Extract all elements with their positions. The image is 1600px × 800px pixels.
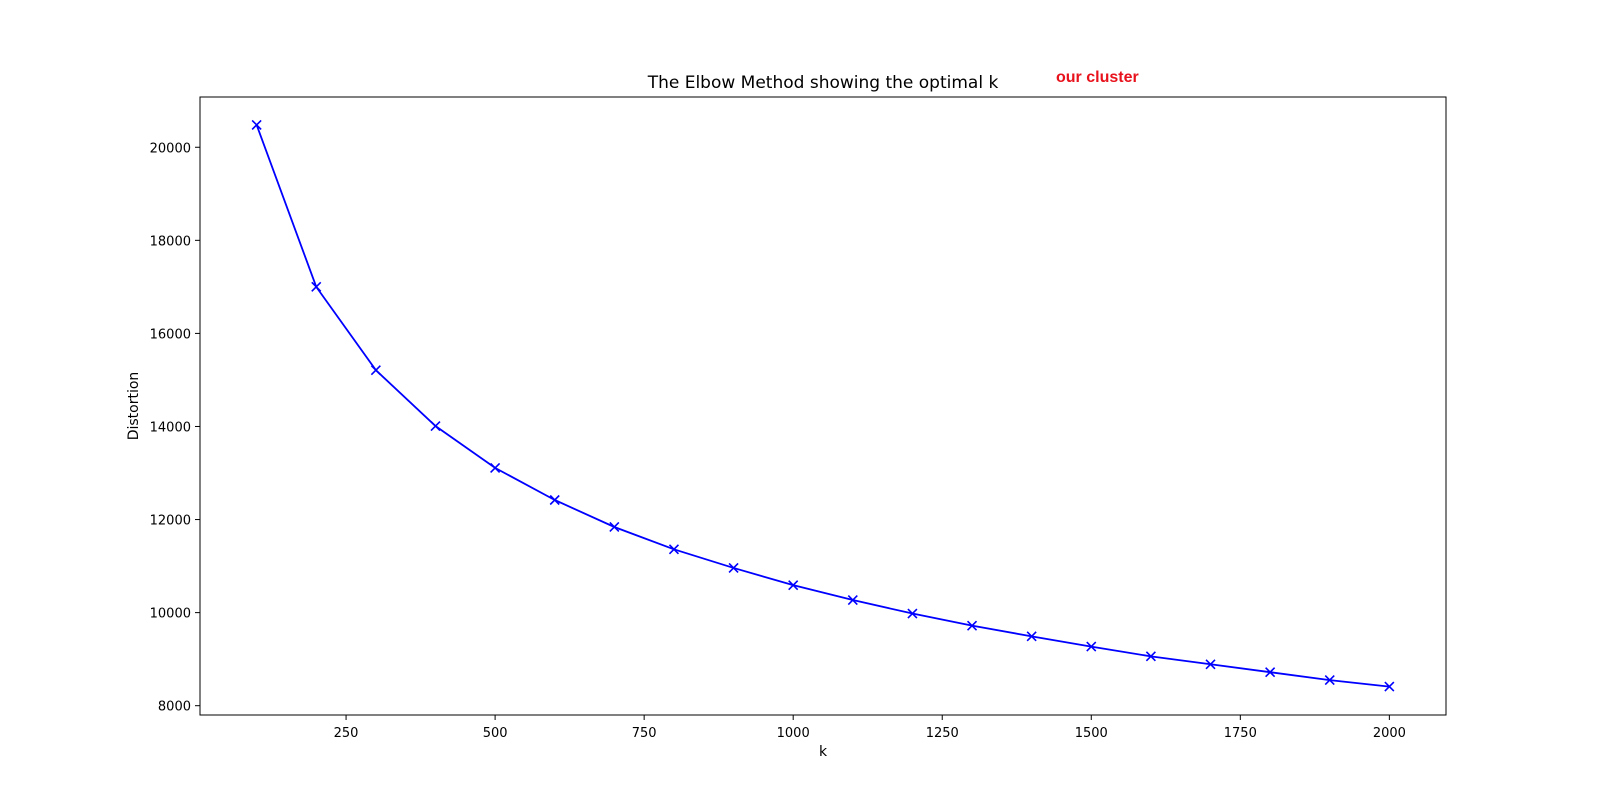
data-point-marker xyxy=(966,620,978,631)
data-point-marker xyxy=(1265,667,1276,678)
data-point-marker xyxy=(251,119,262,130)
x-axis-ticks: 250 500 750 1000 1250 1500 1750 2000 xyxy=(334,715,1406,741)
distortion-series-line xyxy=(255,124,1390,688)
plot-area xyxy=(199,96,1447,716)
x-tick-label: 1250 xyxy=(926,726,959,741)
data-point-marker xyxy=(728,562,739,574)
y-tick-label: 14000 xyxy=(150,420,191,435)
chart-title: The Elbow Method showing the optimal k xyxy=(647,73,999,93)
y-tick-label: 12000 xyxy=(150,514,191,529)
data-point-marker xyxy=(549,494,560,506)
x-tick-label: 1750 xyxy=(1224,726,1257,741)
y-tick-label: 10000 xyxy=(150,607,191,622)
data-point-marker xyxy=(1026,631,1037,642)
data-point-marker xyxy=(788,580,799,591)
x-tick-label: 2000 xyxy=(1373,726,1406,741)
x-tick-label: 750 xyxy=(632,726,657,741)
data-point-marker xyxy=(609,521,620,533)
data-point-marker xyxy=(1145,651,1156,662)
data-point-marker xyxy=(1324,675,1335,686)
data-point-marker xyxy=(311,281,322,292)
x-axis-label: k xyxy=(819,744,828,760)
data-point-marker xyxy=(1086,641,1097,652)
y-axis-label: Distortion xyxy=(126,372,142,441)
data-point-marker xyxy=(847,594,858,606)
y-tick-label: 8000 xyxy=(158,700,191,715)
y-tick-label: 18000 xyxy=(150,234,191,249)
data-point-marker xyxy=(668,544,680,555)
data-point-marker xyxy=(490,462,501,473)
y-tick-label: 20000 xyxy=(150,141,191,156)
y-tick-label: 16000 xyxy=(150,327,191,342)
y-axis-ticks: 8000 10000 12000 14000 16000 18000 20000 xyxy=(150,141,200,715)
x-tick-label: 1500 xyxy=(1075,726,1108,741)
plot-frame xyxy=(199,96,1447,716)
series-markers xyxy=(251,119,1395,692)
data-point-marker xyxy=(370,365,381,376)
data-point-marker xyxy=(430,420,441,432)
x-tick-label: 500 xyxy=(483,726,508,741)
data-point-marker xyxy=(907,608,918,619)
x-tick-label: 250 xyxy=(334,726,359,741)
data-point-marker xyxy=(1205,659,1216,670)
data-point-marker xyxy=(1384,681,1395,692)
x-tick-label: 1000 xyxy=(777,726,810,741)
our-cluster-annotation: our cluster xyxy=(1056,69,1139,86)
